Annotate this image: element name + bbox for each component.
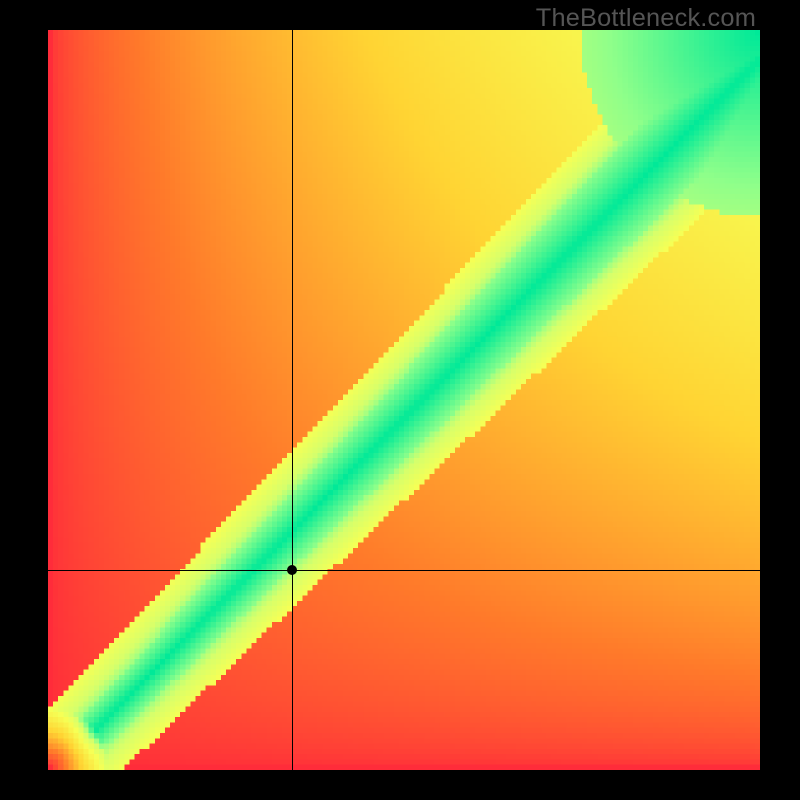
crosshair-vertical [292,30,293,770]
bottleneck-heatmap [48,30,760,770]
crosshair-horizontal [48,570,760,571]
watermark-text: TheBottleneck.com [536,4,756,33]
